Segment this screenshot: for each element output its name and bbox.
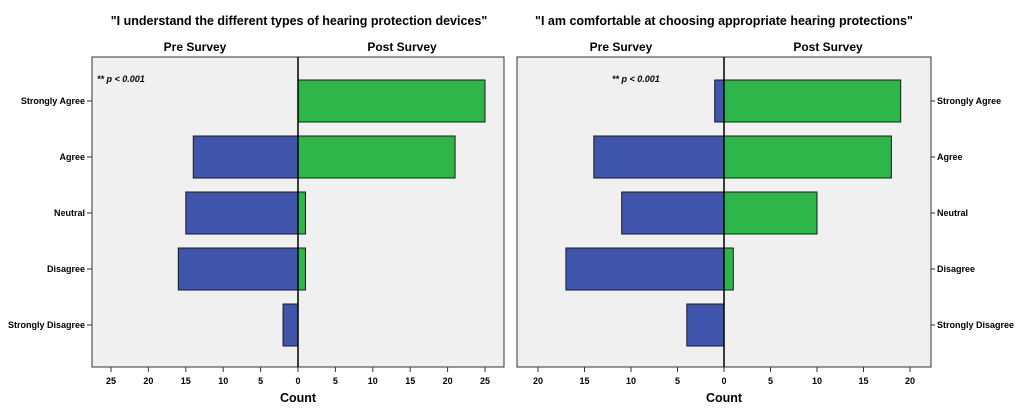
bar-pre-survey [282,303,299,347]
x-tick-label: 20 [443,376,453,386]
x-tick-label: 20 [533,376,543,386]
bar-pre-survey [593,135,725,179]
x-tick-label: 25 [106,376,116,386]
chart-2-pre-label: Pre Survey [590,40,653,54]
bar-post-survey [297,135,456,179]
x-tick-label: 5 [258,376,263,386]
chart-1-annotation: ** p < 0.001 [97,74,145,84]
category-label: Neutral [54,208,85,218]
chart-2-annotation: ** p < 0.001 [612,74,660,84]
chart-2-post-label: Post Survey [793,40,863,54]
chart-1-pre-label: Pre Survey [164,40,227,54]
bar-pre-survey [686,303,725,347]
x-tick-label: 0 [721,376,726,386]
bar-pre-survey [565,247,725,291]
bar-post-survey [297,247,306,291]
x-tick-label: 20 [143,376,153,386]
bar-post-survey [723,247,734,291]
x-tick-label: 10 [368,376,378,386]
x-tick-label: 5 [333,376,338,386]
category-label: Strongly Disagree [8,320,85,330]
category-label: Neutral [937,208,968,218]
chart-2-x-axis-title: Count [706,391,743,405]
x-tick-label: 10 [626,376,636,386]
x-tick-label: 15 [181,376,191,386]
x-tick-label: 10 [218,376,228,386]
bar-post-survey [723,191,818,235]
x-tick-label: 20 [905,376,915,386]
x-tick-label: 5 [768,376,773,386]
bar-post-survey [297,191,306,235]
x-tick-label: 25 [480,376,490,386]
chart-2-bars [565,57,902,367]
x-tick-label: 15 [579,376,589,386]
bar-pre-survey [714,79,725,123]
bar-pre-survey [177,247,299,291]
chart-1-post-label: Post Survey [367,40,437,54]
category-label: Disagree [937,264,975,274]
bar-pre-survey [192,135,299,179]
x-tick-label: 15 [858,376,868,386]
category-label: Strongly Agree [937,96,1001,106]
bar-post-survey [723,79,902,123]
category-label: Strongly Disagree [937,320,1014,330]
x-tick-label: 5 [675,376,680,386]
chart-2-title: "I am comfortable at choosing appropriat… [535,14,913,28]
chart-2-category-labels: Strongly Agree Agree Neutral Disagree Strong… [931,96,1014,330]
x-tick-label: 15 [405,376,415,386]
bar-post-survey [723,135,892,179]
x-tick-label: 10 [812,376,822,386]
category-label: Strongly Agree [21,96,85,106]
chart-2-x-ticks: 20 15 10 5 0 5 10 15 20 [533,367,915,386]
bar-pre-survey [621,191,725,235]
chart-1-bars [177,57,486,367]
chart-panel-2: "I am comfortable at choosing appropriat… [516,14,1014,405]
chart-1-x-ticks: 25 20 15 10 5 0 5 10 15 20 25 [106,367,490,386]
chart-panel-1: "I understand the different types of hea… [8,14,505,405]
x-tick-label: 0 [295,376,300,386]
category-label: Agree [937,152,963,162]
bar-pre-survey [185,191,299,235]
category-label: Agree [59,152,85,162]
chart-1-x-axis-title: Count [280,391,317,405]
chart-1-category-labels: Strongly Agree Agree Neutral Disagree Strong… [8,96,92,330]
chart-1-title: "I understand the different types of hea… [111,14,488,28]
category-label: Disagree [47,264,85,274]
bar-post-survey [297,79,486,123]
